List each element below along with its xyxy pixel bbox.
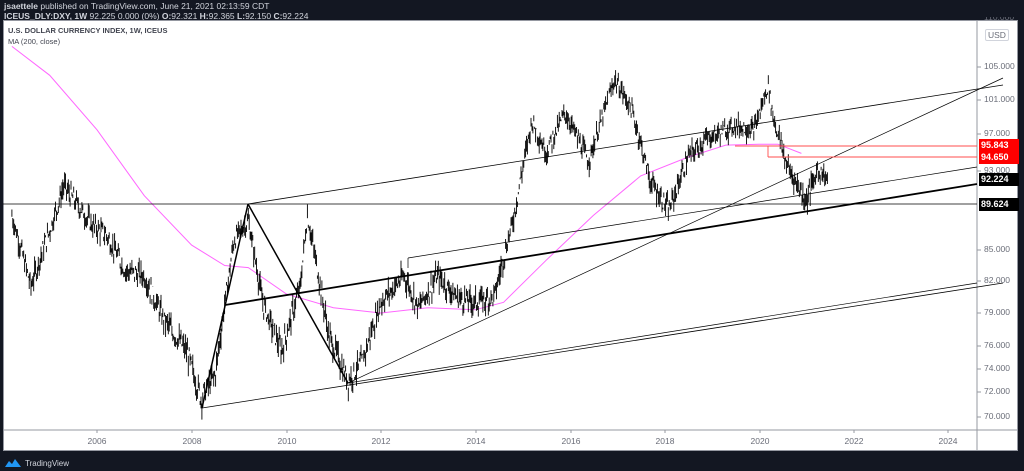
time-tick-label: 2006 bbox=[87, 436, 107, 446]
median-trendline[interactable] bbox=[224, 183, 978, 306]
price-tick-label: 74.000 bbox=[984, 363, 1010, 373]
close-value: 92.224 bbox=[282, 11, 309, 21]
time-tick-label: 2018 bbox=[655, 436, 675, 446]
price-tick-label: 97.000 bbox=[984, 128, 1010, 138]
price-badge-92224: 92.224 bbox=[979, 173, 1019, 186]
price-tick-label: 72.000 bbox=[984, 386, 1010, 396]
inner-parallel-line[interactable] bbox=[407, 166, 978, 259]
price-tick-label: 82.000 bbox=[984, 275, 1010, 285]
price-tick-label: 101.000 bbox=[984, 94, 1015, 104]
low-label: L: bbox=[237, 11, 246, 21]
price-tick-label: 70.000 bbox=[984, 411, 1010, 421]
ma-200-line[interactable] bbox=[11, 46, 802, 314]
time-tick-label: 2020 bbox=[750, 436, 770, 446]
brand-name: TradingView bbox=[25, 458, 70, 468]
lower-channel-line[interactable] bbox=[201, 282, 1004, 409]
price-badge-95843: 95.843 bbox=[979, 139, 1019, 152]
impulse-up-line[interactable] bbox=[201, 203, 249, 409]
price-badge-89624: 89.624 bbox=[979, 198, 1019, 211]
price-tick-label: 76.000 bbox=[984, 340, 1010, 350]
chart-legend-indicator[interactable]: MA (200, close) bbox=[8, 37, 61, 46]
tradingview-logo-icon bbox=[5, 459, 21, 467]
price-tick-label: 105.000 bbox=[984, 61, 1015, 71]
diagonal-support-line[interactable] bbox=[347, 77, 1004, 384]
upper-channel-line[interactable] bbox=[247, 84, 1004, 205]
currency-label[interactable]: USD bbox=[985, 29, 1009, 41]
time-tick-label: 2012 bbox=[371, 436, 391, 446]
low-value: 92.150 bbox=[245, 11, 272, 21]
footer-brand[interactable]: TradingView bbox=[4, 456, 69, 470]
open-value: 92.321 bbox=[171, 11, 198, 21]
price-tick-label: 93.000 bbox=[984, 165, 1010, 175]
high-value: 92.365 bbox=[208, 11, 235, 21]
publish-text: published on TradingView.com, June 21, 2… bbox=[40, 1, 270, 11]
publish-info: jsaettele published on TradingView.com, … bbox=[4, 1, 269, 11]
header-bar: jsaettele published on TradingView.com, … bbox=[0, 0, 1024, 21]
open-label: O: bbox=[161, 11, 172, 21]
price-tick-label-top: 110.000 bbox=[984, 17, 1015, 22]
time-tick-label: 2014 bbox=[466, 436, 486, 446]
author-name[interactable]: jsaettele bbox=[4, 1, 39, 11]
chart-legend-title: U.S. DOLLAR CURRENCY INDEX, 1W, ICEUS bbox=[8, 26, 168, 35]
close-label: C: bbox=[273, 11, 283, 21]
lower-parallel-line[interactable] bbox=[347, 282, 978, 384]
price-tick-label: 85.000 bbox=[984, 244, 1010, 254]
time-tick-label: 2016 bbox=[561, 436, 581, 446]
drawings[interactable] bbox=[3, 77, 1004, 409]
high-label: H: bbox=[199, 11, 209, 21]
axis-ticks bbox=[96, 66, 981, 433]
price-tick-label: 79.000 bbox=[984, 307, 1010, 317]
time-tick-label: 2024 bbox=[938, 436, 958, 446]
price-badge-94650: 94.650 bbox=[979, 151, 1019, 164]
time-tick-label: 2010 bbox=[277, 436, 297, 446]
time-tick-label: 2008 bbox=[182, 436, 202, 446]
quote-change: 92.225 0.000 (0%) bbox=[89, 11, 160, 21]
price-bars[interactable] bbox=[11, 70, 828, 420]
symbol-quote: ICEUS_DLY:DXY, 1W 92.225 0.000 (0%) O:92… bbox=[4, 11, 308, 21]
time-tick-label: 2022 bbox=[844, 436, 864, 446]
symbol-name: ICEUS_DLY:DXY, 1W bbox=[4, 11, 88, 21]
